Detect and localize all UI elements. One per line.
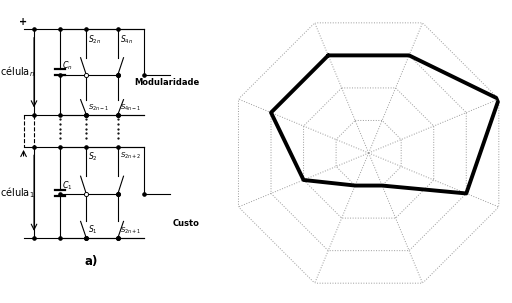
Text: $S_{4n-1}$: $S_{4n-1}$ bbox=[120, 102, 141, 113]
Text: $C_n$: $C_n$ bbox=[62, 59, 73, 72]
Text: $C_1$: $C_1$ bbox=[62, 180, 73, 192]
Text: $S_{2n+1}$: $S_{2n+1}$ bbox=[120, 226, 141, 236]
Text: $S_{2n-1}$: $S_{2n-1}$ bbox=[88, 102, 110, 113]
Text: $S_{4n}$: $S_{4n}$ bbox=[120, 33, 133, 45]
Text: Custo: Custo bbox=[173, 218, 199, 228]
Text: Modularidade: Modularidade bbox=[134, 78, 199, 88]
Text: célula$_n$: célula$_n$ bbox=[0, 65, 35, 79]
Text: $S_{2n+2}$: $S_{2n+2}$ bbox=[120, 151, 141, 161]
Text: célula$_1$: célula$_1$ bbox=[0, 185, 35, 200]
Text: $S_1$: $S_1$ bbox=[88, 224, 98, 236]
Text: $S_2$: $S_2$ bbox=[88, 151, 98, 163]
Text: a): a) bbox=[85, 255, 98, 268]
Text: $S_{2n}$: $S_{2n}$ bbox=[88, 33, 101, 45]
Text: +: + bbox=[19, 17, 27, 27]
